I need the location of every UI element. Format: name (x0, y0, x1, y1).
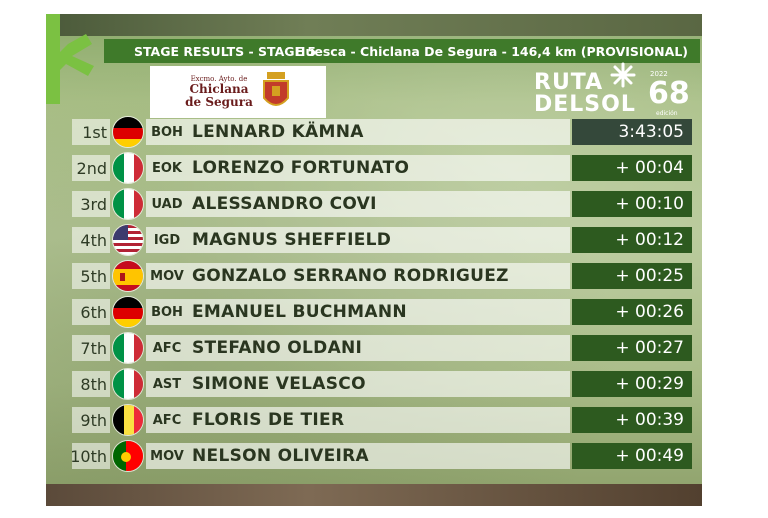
team-code: AFC (152, 340, 182, 356)
rider-bar: AST SIMONE VELASCO (146, 371, 570, 397)
result-row: 6th BOH EMANUEL BUCHMANN + 00:26 (72, 296, 692, 328)
result-row: 5th MOV GONZALO SERRANO RODRIGUEZ + 00:25 (72, 260, 692, 292)
coat-of-arms-icon (262, 72, 289, 106)
ruta-del-sol-logo: RUTA DELSOL 2022 68 edición (534, 62, 694, 120)
rider-name: ALESSANDRO COVI (192, 194, 377, 214)
time-value: + 00:12 (572, 227, 692, 253)
route-info: Huesca - Chiclana De Segura - 146,4 km (… (295, 43, 688, 59)
team-code: BOH (151, 304, 183, 320)
position-label: 5th (72, 263, 110, 289)
time-value: + 00:10 (572, 191, 692, 217)
italy-flag-icon (112, 152, 144, 184)
team-code: IGD (153, 232, 181, 248)
result-row: 7th AFC STEFANO OLDANI + 00:27 (72, 332, 692, 364)
rider-bar: UAD ALESSANDRO COVI (146, 191, 570, 217)
result-row: 1st BOH LENNARD KÄMNA 3:43:05 (72, 116, 692, 148)
position-label: 10th (70, 443, 110, 469)
time-value: + 00:49 (572, 443, 692, 469)
time-value: + 00:29 (572, 371, 692, 397)
rider-bar: BOH EMANUEL BUCHMANN (146, 299, 570, 325)
spain-flag-icon (112, 260, 144, 292)
sponsor-line-2: Chiclana (189, 82, 249, 97)
team-code: EOK (151, 160, 182, 176)
top-video-strip (46, 14, 702, 36)
brand-line-2: DELSOL (534, 92, 636, 117)
position-label: 3rd (72, 191, 110, 217)
time-value: 3:43:05 (572, 119, 692, 145)
rider-name: SIMONE VELASCO (192, 374, 366, 394)
italy-flag-icon (112, 332, 144, 364)
belgium-flag-icon (112, 404, 144, 436)
usa-flag-icon (112, 224, 144, 256)
position-label: 6th (72, 299, 110, 325)
team-code: AST (152, 376, 182, 392)
position-label: 4th (72, 227, 110, 253)
sponsor-line-1: Excmo. Ayto. de (190, 74, 248, 83)
team-code: AFC (152, 412, 182, 428)
time-value: + 00:26 (572, 299, 692, 325)
result-row: 9th AFC FLORIS DE TIER + 00:39 (72, 404, 692, 436)
brand-year: 2022 (650, 70, 668, 78)
time-value: + 00:39 (572, 407, 692, 433)
position-label: 8th (72, 371, 110, 397)
rider-name: EMANUEL BUCHMANN (192, 302, 407, 322)
sponsor-text: Excmo. Ayto. de Chiclana de Segura (185, 74, 253, 109)
sponsor-box: Excmo. Ayto. de Chiclana de Segura (150, 66, 326, 118)
brand-edition-label: edición (656, 110, 678, 117)
time-value: + 00:25 (572, 263, 692, 289)
time-value: + 00:27 (572, 335, 692, 361)
result-row: 2nd EOK LORENZO FORTUNATO + 00:04 (72, 152, 692, 184)
germany-flag-icon (112, 116, 144, 148)
brand-edition: 68 (648, 76, 690, 111)
position-label: 7th (72, 335, 110, 361)
brand-line-1: RUTA (534, 70, 604, 95)
rider-bar: MOV GONZALO SERRANO RODRIGUEZ (146, 263, 570, 289)
team-code: MOV (150, 268, 184, 284)
race-logo-star-icon (46, 14, 94, 104)
result-row: 4th IGD MAGNUS SHEFFIELD + 00:12 (72, 224, 692, 256)
italy-flag-icon (112, 368, 144, 400)
rider-name: MAGNUS SHEFFIELD (192, 230, 392, 250)
italy-flag-icon (112, 188, 144, 220)
rider-name: FLORIS DE TIER (192, 410, 345, 430)
rider-name: LENNARD KÄMNA (192, 122, 364, 142)
sun-star-icon (610, 62, 636, 88)
rider-bar: AFC STEFANO OLDANI (146, 335, 570, 361)
germany-flag-icon (112, 296, 144, 328)
team-code: BOH (151, 124, 183, 140)
position-label: 9th (72, 407, 110, 433)
position-label: 1st (72, 119, 110, 145)
rider-bar: IGD MAGNUS SHEFFIELD (146, 227, 570, 253)
result-row: 3rd UAD ALESSANDRO COVI + 00:10 (72, 188, 692, 220)
stage-title: STAGE RESULTS - STAGE 5 (134, 43, 317, 59)
position-label: 2nd (72, 155, 110, 181)
rider-name: LORENZO FORTUNATO (192, 158, 410, 178)
result-row: 10th MOV NELSON OLIVEIRA + 00:49 (70, 440, 692, 472)
rider-bar: MOV NELSON OLIVEIRA (146, 443, 570, 469)
broadcast-graphic: STAGE RESULTS - STAGE 5 Huesca - Chiclan… (46, 14, 702, 506)
sponsor-line-3: de Segura (185, 94, 253, 109)
result-row: 8th AST SIMONE VELASCO + 00:29 (72, 368, 692, 400)
bottom-video-strip (46, 484, 702, 506)
rider-name: NELSON OLIVEIRA (192, 446, 369, 466)
team-code: MOV (150, 448, 184, 464)
rider-bar: BOH LENNARD KÄMNA (146, 119, 570, 145)
rider-name: STEFANO OLDANI (192, 338, 363, 358)
portugal-flag-icon (112, 440, 144, 472)
team-code: UAD (151, 196, 183, 212)
header-bar: STAGE RESULTS - STAGE 5 Huesca - Chiclan… (104, 39, 700, 63)
rider-name: GONZALO SERRANO RODRIGUEZ (192, 266, 509, 286)
time-value: + 00:04 (572, 155, 692, 181)
rider-bar: AFC FLORIS DE TIER (146, 407, 570, 433)
rider-bar: EOK LORENZO FORTUNATO (146, 155, 570, 181)
